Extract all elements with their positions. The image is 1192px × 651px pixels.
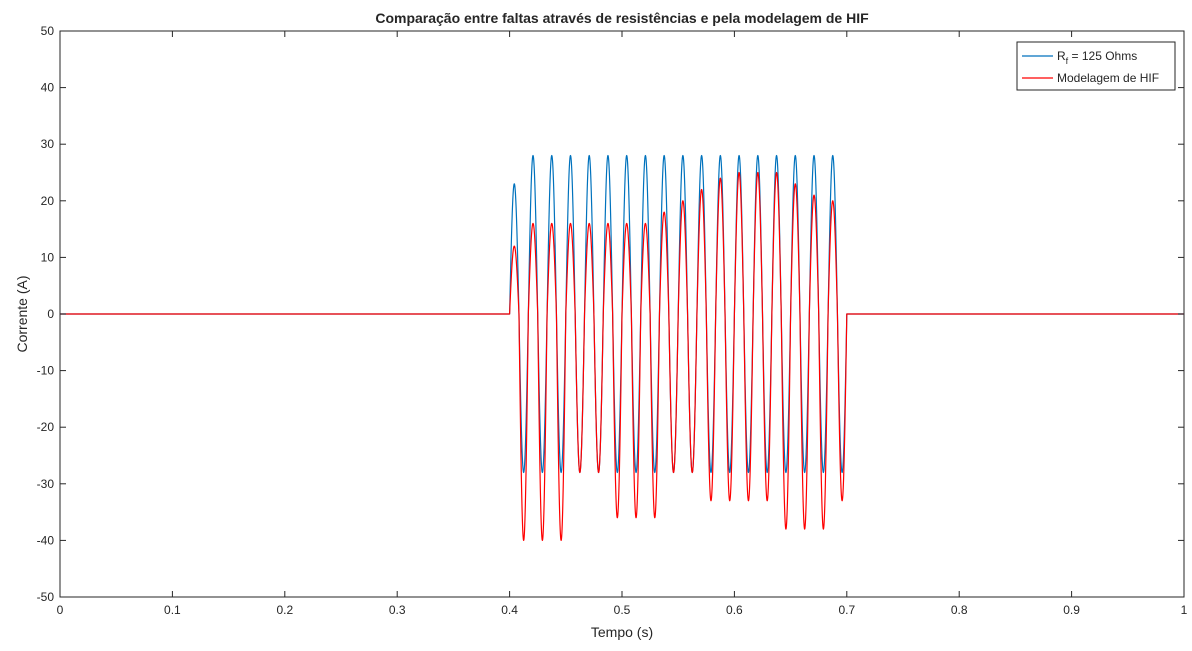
x-tick-label: 0.9 bbox=[1063, 603, 1080, 617]
series-line-hif bbox=[59, 171, 1185, 541]
legend: Rf = 125 Ohms Modelagem de HIF bbox=[1016, 41, 1176, 91]
legend-entry-hif: Modelagem de HIF bbox=[1057, 71, 1159, 85]
x-axis-label: Tempo (s) bbox=[591, 624, 653, 640]
y-tick-label: -50 bbox=[37, 590, 55, 604]
legend-box bbox=[1016, 41, 1176, 91]
legend-entry-rf-subscript: f bbox=[1066, 56, 1069, 66]
y-tick-label: -30 bbox=[37, 477, 55, 491]
chart-title: Comparação entre faltas através de resis… bbox=[375, 10, 869, 26]
y-tick-label: 40 bbox=[41, 81, 55, 95]
series-layer bbox=[59, 154, 1185, 541]
y-tick-label: -40 bbox=[37, 533, 55, 547]
legend-entry-rf-rest: = 125 Ohms bbox=[1068, 49, 1137, 63]
x-tick-label: 0.5 bbox=[614, 603, 631, 617]
x-tick-label: 0.6 bbox=[726, 603, 743, 617]
y-tick-label: 0 bbox=[47, 307, 54, 321]
y-tick-label: 50 bbox=[41, 24, 55, 38]
legend-entry-rf: Rf = 125 Ohms bbox=[1057, 49, 1137, 66]
x-tick-label: 0.8 bbox=[951, 603, 968, 617]
y-tick-label: 30 bbox=[41, 137, 55, 151]
x-tick-label: 1 bbox=[1181, 603, 1188, 617]
y-tick-label: 10 bbox=[41, 250, 55, 264]
y-tick-label: -10 bbox=[37, 364, 55, 378]
x-tick-label: 0.7 bbox=[838, 603, 855, 617]
axis-ticks: 0 0.1 0.2 0.3 0.4 0.5 0.6 0.7 0.8 0.9 1 -50 -40 -30 -2… bbox=[37, 24, 1188, 617]
y-axis-label: Corrente (A) bbox=[14, 275, 30, 352]
x-tick-label: 0.4 bbox=[501, 603, 518, 617]
x-tick-label: 0 bbox=[57, 603, 64, 617]
x-tick-label: 0.3 bbox=[389, 603, 406, 617]
y-tick-label: -20 bbox=[37, 420, 55, 434]
legend-entry-rf-main: R bbox=[1057, 49, 1066, 63]
x-tick-label: 0.1 bbox=[164, 603, 181, 617]
x-tick-label: 0.2 bbox=[276, 603, 293, 617]
y-tick-label: 20 bbox=[41, 194, 55, 208]
